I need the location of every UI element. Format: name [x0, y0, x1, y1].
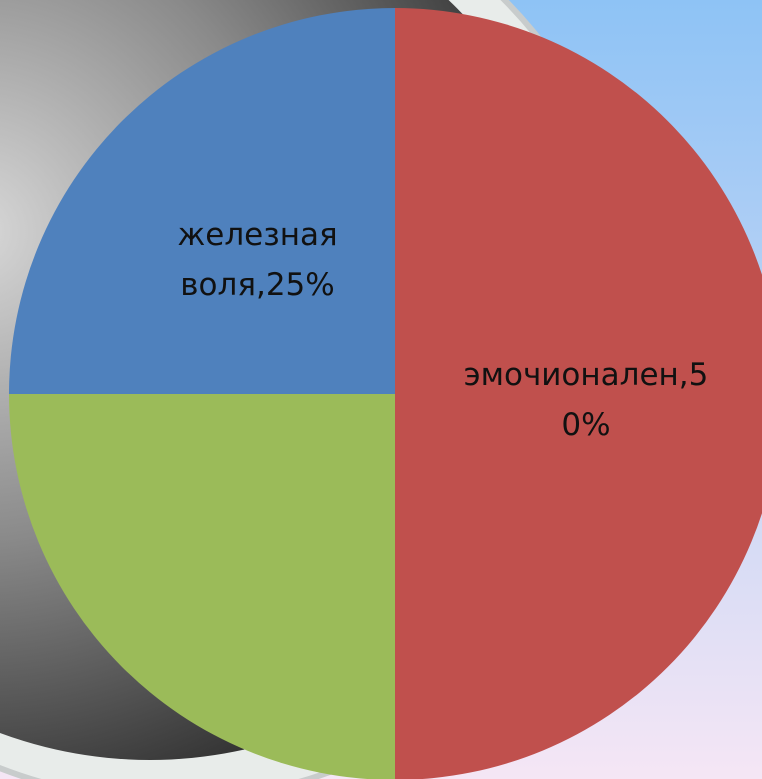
pie	[9, 8, 762, 779]
data-label: эмочионален,50%	[463, 357, 709, 443]
data-label: железная воля,25%	[177, 217, 338, 303]
pie-slice	[9, 8, 395, 394]
pie-slice	[9, 394, 395, 779]
pie-slice	[395, 8, 762, 779]
